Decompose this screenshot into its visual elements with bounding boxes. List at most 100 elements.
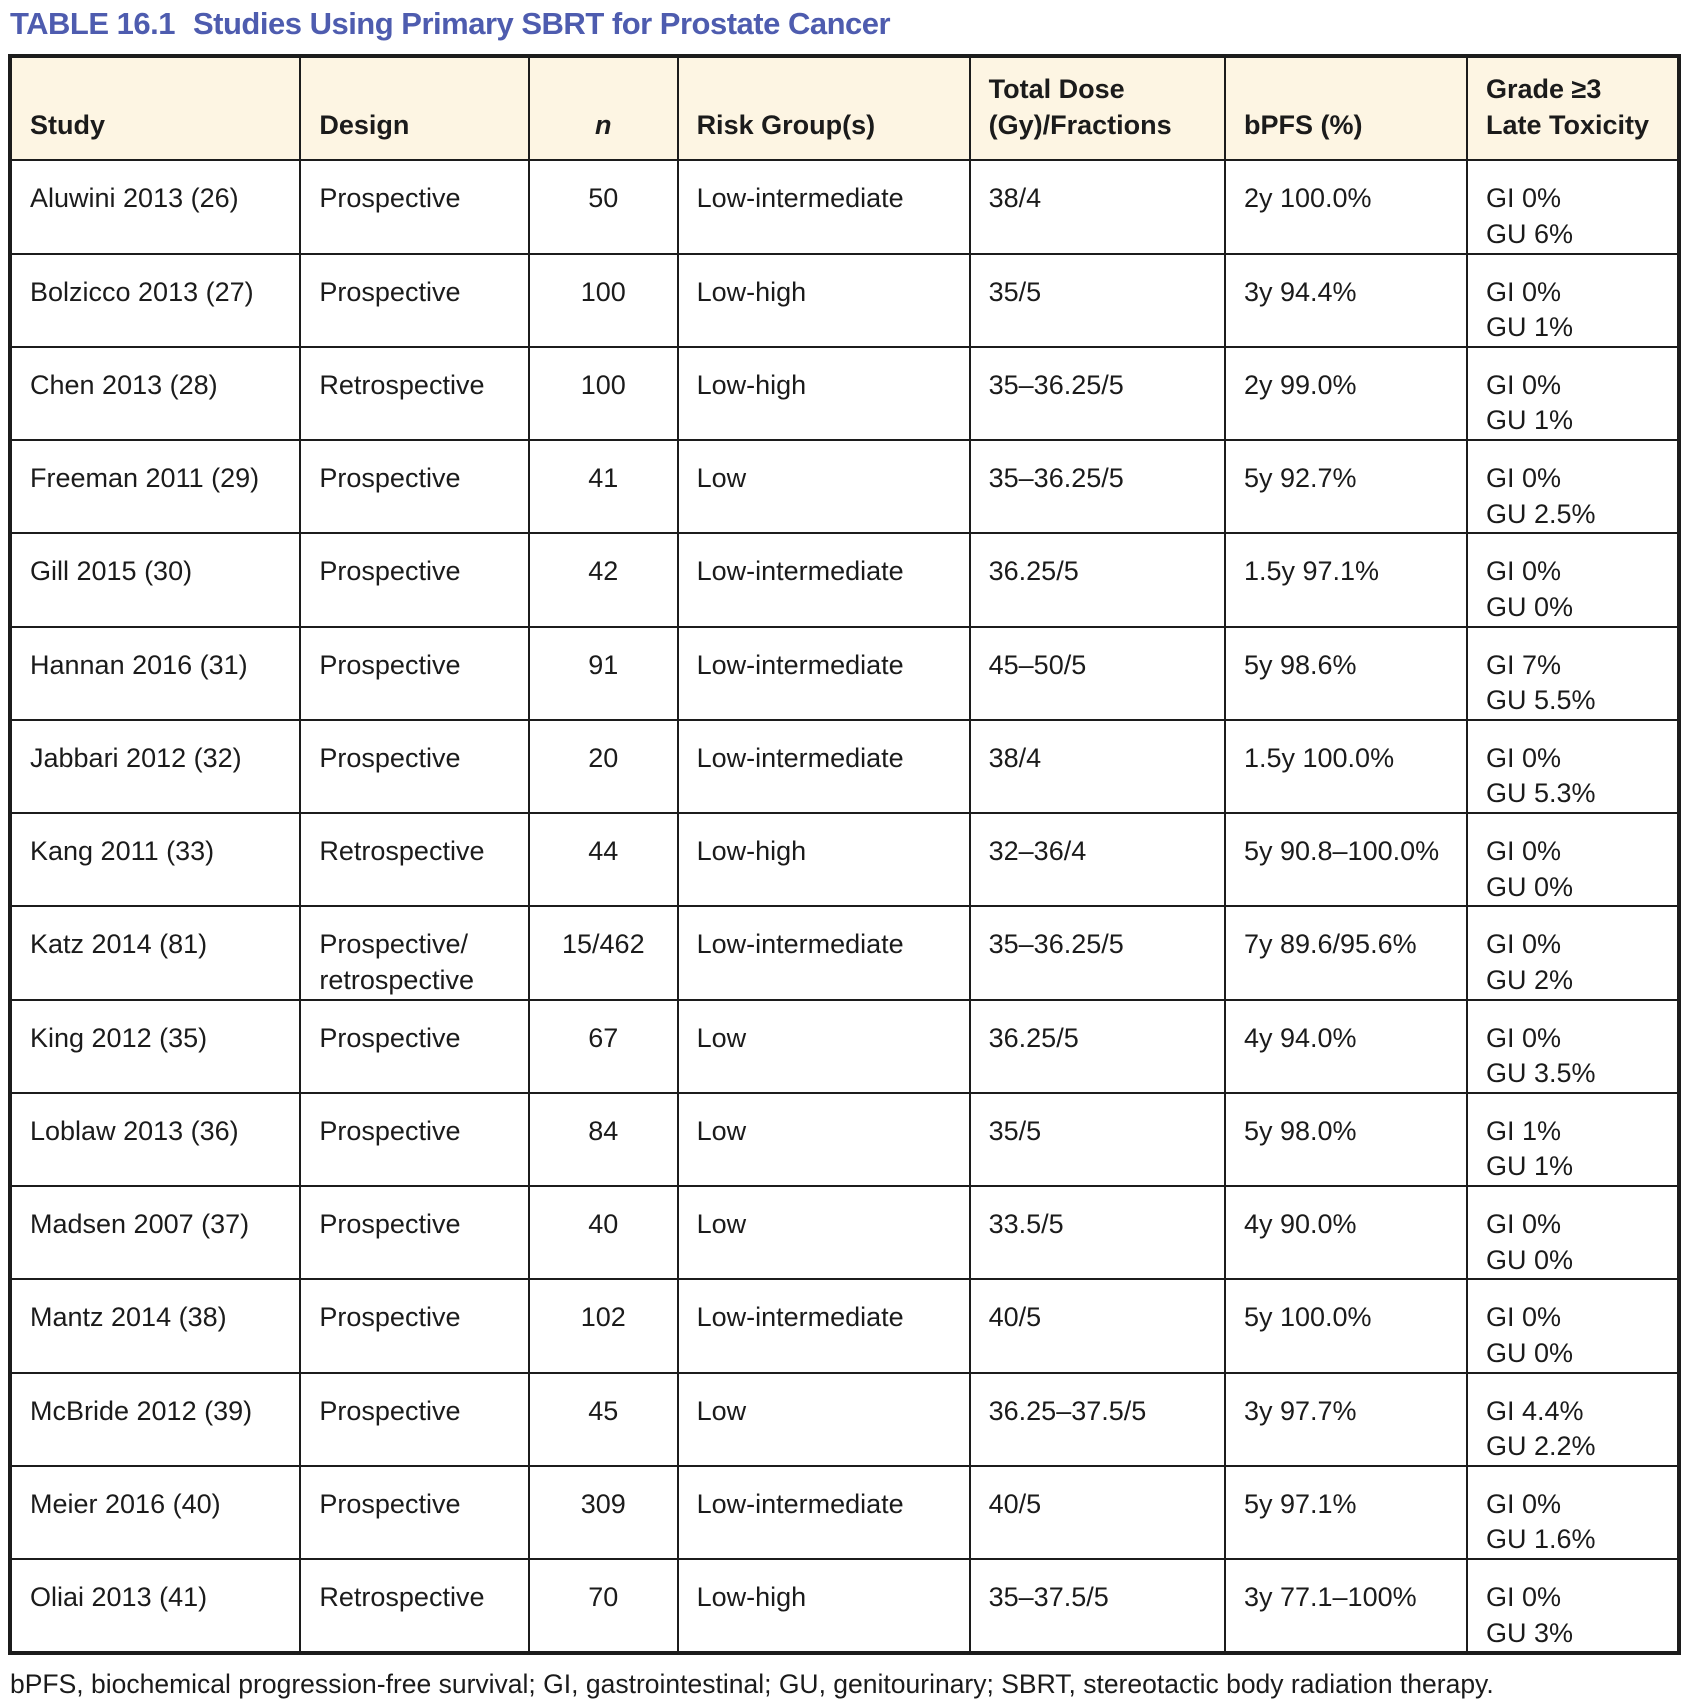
table-row: Mantz 2014 (38) Prospective 102 Low-inte… <box>8 1278 1681 1374</box>
table-row: Oliai 2013 (41) Retrospective 70 Low-hig… <box>8 1557 1681 1655</box>
cell-total-dose: 38/4 <box>968 718 1226 815</box>
cell-total-dose: 35/5 <box>968 1091 1226 1188</box>
cell-risk-group: Low-intermediate <box>676 625 971 721</box>
cell-n: 45 <box>528 1371 679 1467</box>
cell-risk-group: Low-intermediate <box>676 532 971 628</box>
cell-total-dose: 32–36/4 <box>968 811 1226 908</box>
table-row: Freeman 2011 (29) Prospective 41 Low 35–… <box>8 438 1681 535</box>
cell-total-dose: 36.25–37.5/5 <box>968 1371 1226 1467</box>
cell-bpfs: 5y 100.0% <box>1223 1278 1468 1374</box>
cell-bpfs: 5y 98.6% <box>1223 625 1468 721</box>
col-header-bpfs: bPFS (%) <box>1223 54 1468 162</box>
cell-n: 84 <box>528 1091 679 1188</box>
cell-n: 15/462 <box>528 905 679 1001</box>
cell-design: Prospective <box>299 159 531 255</box>
cell-risk-group: Low-high <box>676 345 971 442</box>
col-header-dose: Total Dose (Gy)/Fractions <box>968 54 1226 162</box>
cell-late-toxicity: GI 0% GU 3% <box>1465 1557 1681 1655</box>
cell-bpfs: 5y 90.8–100.0% <box>1223 811 1468 908</box>
cell-bpfs: 4y 94.0% <box>1223 998 1468 1094</box>
table-row: Meier 2016 (40) Prospective 309 Low-inte… <box>8 1464 1681 1561</box>
cell-design: Retrospective <box>299 345 531 442</box>
cell-risk-group: Low-high <box>676 1557 971 1655</box>
cell-study: Kang 2011 (33) <box>8 811 302 908</box>
table-row: King 2012 (35) Prospective 67 Low 36.25/… <box>8 998 1681 1094</box>
cell-total-dose: 38/4 <box>968 159 1226 255</box>
cell-risk-group: Low <box>676 1371 971 1467</box>
cell-risk-group: Low <box>676 998 971 1094</box>
cell-study: Aluwini 2013 (26) <box>8 159 302 255</box>
table-header: Study Design n Risk Group(s) Total Dose … <box>8 54 1681 162</box>
cell-late-toxicity: GI 0% GU 0% <box>1465 532 1681 628</box>
cell-bpfs: 2y 99.0% <box>1223 345 1468 442</box>
cell-total-dose: 36.25/5 <box>968 998 1226 1094</box>
cell-study: Jabbari 2012 (32) <box>8 718 302 815</box>
col-header-n: n <box>528 54 679 162</box>
col-header-toxicity: Grade ≥3 Late Toxicity <box>1465 54 1681 162</box>
cell-study: Oliai 2013 (41) <box>8 1557 302 1655</box>
cell-bpfs: 2y 100.0% <box>1223 159 1468 255</box>
cell-bpfs: 1.5y 100.0% <box>1223 718 1468 815</box>
table-row: Hannan 2016 (31) Prospective 91 Low-inte… <box>8 625 1681 721</box>
table-row: Gill 2015 (30) Prospective 42 Low-interm… <box>8 532 1681 628</box>
cell-study: Loblaw 2013 (36) <box>8 1091 302 1188</box>
cell-risk-group: Low-intermediate <box>676 718 971 815</box>
cell-late-toxicity: GI 0% GU 2.5% <box>1465 438 1681 535</box>
cell-design: Prospective <box>299 532 531 628</box>
cell-n: 70 <box>528 1557 679 1655</box>
cell-n: 42 <box>528 532 679 628</box>
cell-late-toxicity: GI 0% GU 1.6% <box>1465 1464 1681 1561</box>
cell-n: 91 <box>528 625 679 721</box>
cell-bpfs: 3y 94.4% <box>1223 252 1468 348</box>
cell-design: Prospective <box>299 1464 531 1561</box>
cell-late-toxicity: GI 0% GU 6% <box>1465 159 1681 255</box>
table-row: Aluwini 2013 (26) Prospective 50 Low-int… <box>8 159 1681 255</box>
cell-bpfs: 4y 90.0% <box>1223 1184 1468 1281</box>
table-row: Jabbari 2012 (32) Prospective 20 Low-int… <box>8 718 1681 815</box>
table-row: Katz 2014 (81) Prospective/ retrospectiv… <box>8 905 1681 1001</box>
cell-design: Prospective <box>299 252 531 348</box>
cell-study: Chen 2013 (28) <box>8 345 302 442</box>
cell-n: 40 <box>528 1184 679 1281</box>
cell-study: Meier 2016 (40) <box>8 1464 302 1561</box>
cell-design: Prospective <box>299 438 531 535</box>
cell-late-toxicity: GI 1% GU 1% <box>1465 1091 1681 1188</box>
cell-n: 50 <box>528 159 679 255</box>
cell-n: 102 <box>528 1278 679 1374</box>
cell-study: McBride 2012 (39) <box>8 1371 302 1467</box>
cell-n: 67 <box>528 998 679 1094</box>
cell-bpfs: 3y 77.1–100% <box>1223 1557 1468 1655</box>
cell-n: 44 <box>528 811 679 908</box>
cell-study: Katz 2014 (81) <box>8 905 302 1001</box>
cell-n: 41 <box>528 438 679 535</box>
cell-design: Prospective <box>299 625 531 721</box>
cell-n: 100 <box>528 252 679 348</box>
table-caption: Studies Using Primary SBRT for Prostate … <box>192 6 891 41</box>
cell-total-dose: 35–37.5/5 <box>968 1557 1226 1655</box>
cell-design: Prospective <box>299 1091 531 1188</box>
cell-bpfs: 5y 98.0% <box>1223 1091 1468 1188</box>
cell-late-toxicity: GI 0% GU 3.5% <box>1465 998 1681 1094</box>
cell-total-dose: 35–36.25/5 <box>968 905 1226 1001</box>
header-row: Study Design n Risk Group(s) Total Dose … <box>8 54 1681 162</box>
table-row: Madsen 2007 (37) Prospective 40 Low 33.5… <box>8 1184 1681 1281</box>
cell-late-toxicity: GI 0% GU 0% <box>1465 1184 1681 1281</box>
cell-design: Retrospective <box>299 811 531 908</box>
cell-risk-group: Low-high <box>676 811 971 908</box>
cell-n: 309 <box>528 1464 679 1561</box>
cell-study: King 2012 (35) <box>8 998 302 1094</box>
cell-total-dose: 33.5/5 <box>968 1184 1226 1281</box>
cell-bpfs: 3y 97.7% <box>1223 1371 1468 1467</box>
cell-study: Mantz 2014 (38) <box>8 1278 302 1374</box>
cell-design: Prospective <box>299 1278 531 1374</box>
cell-total-dose: 45–50/5 <box>968 625 1226 721</box>
table-row: McBride 2012 (39) Prospective 45 Low 36.… <box>8 1371 1681 1467</box>
cell-design: Prospective <box>299 1184 531 1281</box>
cell-design: Prospective <box>299 1371 531 1467</box>
cell-risk-group: Low <box>676 1184 971 1281</box>
table-number: TABLE 16.1 <box>10 6 175 41</box>
col-header-risk: Risk Group(s) <box>676 54 971 162</box>
cell-study: Gill 2015 (30) <box>8 532 302 628</box>
table-row: Loblaw 2013 (36) Prospective 84 Low 35/5… <box>8 1091 1681 1188</box>
cell-total-dose: 35–36.25/5 <box>968 438 1226 535</box>
